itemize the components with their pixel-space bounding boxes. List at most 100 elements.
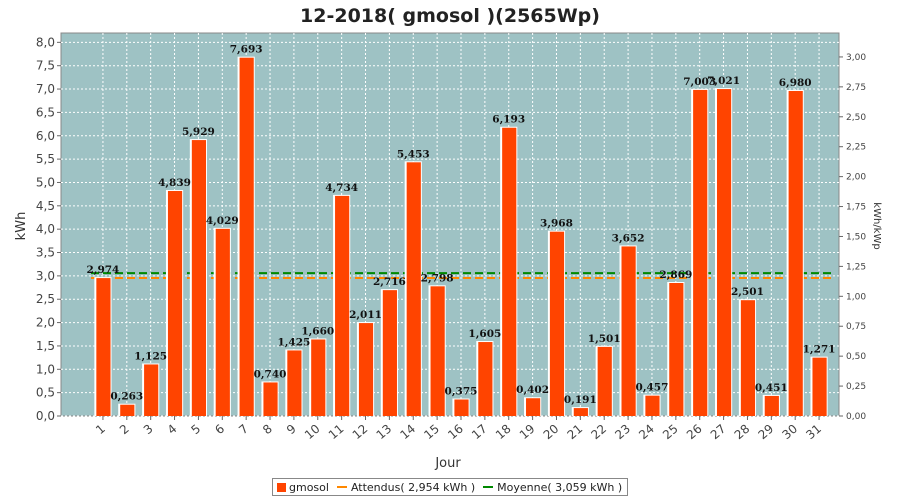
bar [311,339,326,416]
y-tick-label: 7,0 [36,82,55,96]
data-label: 1,271 [803,344,836,356]
data-label: 0,402 [516,384,549,396]
x-tick-label: 2 [117,422,132,438]
x-tick-label: 17 [469,422,490,443]
y-tick-label: 3,5 [36,246,55,260]
plot-area: 0,0 0,5 1,0 1,5 2,0 2,5 3,0 3,5 4,0 4,5 5,0 5,5 6,0 6… [36,32,866,443]
y-tick-label: 5,5 [36,152,55,166]
x-tick-label: 18 [493,422,514,443]
x-tick-label: 16 [445,422,466,443]
bar [621,246,636,416]
data-label: 6,193 [492,114,525,126]
right-y-tick-label: 1,50 [846,232,866,242]
right-y-tick-label: 0,75 [846,322,866,332]
data-label: 2,716 [373,276,406,288]
x-tick-label: 6 [212,422,227,438]
legend-swatch-gmosol [277,482,286,492]
bar [191,140,207,416]
y-tick-label: 4,0 [36,222,55,236]
x-tick-label: 10 [302,422,323,443]
x-tick-label: 27 [708,422,729,443]
data-label: 2,869 [659,269,692,281]
x-tick-label: 24 [636,422,657,443]
data-label: 1,660 [301,325,334,337]
x-tick-label: 20 [541,422,562,443]
bar [526,398,541,416]
x-tick-label: 4 [165,422,180,438]
right-y-tick-label: 2,00 [846,173,866,183]
right-y-tick-label: 2,75 [846,83,866,93]
bar [669,282,684,416]
x-tick-label: 5 [188,422,203,438]
x-tick-label: 1 [93,422,108,438]
legend-label-moyenne: Moyenne( 3,059 kWh ) [497,480,623,494]
y-tick-label: 6,5 [36,105,55,119]
x-tick-label: 26 [684,422,705,443]
bar [430,286,445,416]
bar [335,195,350,416]
bar [358,323,374,416]
right-y-axis-label: kWh/kWp [871,202,882,249]
data-label: 2,974 [86,264,119,276]
bar [716,89,732,416]
x-tick-label: 7 [236,422,251,438]
bar [812,357,827,416]
x-tick-label: 9 [284,422,299,438]
x-tick-label: 14 [397,422,418,443]
legend-label-attendus: Attendus( 2,954 kWh ) [350,480,476,494]
y-tick-label: 8,0 [36,35,55,49]
data-label: 0,375 [445,385,478,397]
x-tick-label: 28 [732,422,753,443]
bar [263,382,278,416]
x-tick-label: 3 [141,422,156,438]
legend-item-moyenne: Moyenne( 3,059 kWh ) [483,481,622,494]
data-label: 4,734 [325,182,358,194]
bar [382,290,397,416]
bar [167,190,183,416]
x-tick-label: 23 [612,422,633,443]
data-label: 0,451 [755,382,788,394]
x-tick-label: 29 [756,422,777,443]
bar [764,395,779,416]
legend-item-gmosol: gmosol [277,481,329,494]
x-tick-label: 11 [326,422,347,443]
right-y-tick-label: 2,25 [846,143,866,153]
legend-label-gmosol: gmosol [289,480,329,494]
bar [239,57,254,417]
x-tick-label: 30 [779,422,800,443]
right-y-tick-label: 1,25 [846,262,866,272]
data-label: 2,798 [421,272,454,284]
right-y-tick-label: 0,00 [846,412,866,422]
data-label: 1,125 [134,350,167,362]
bar [573,408,588,416]
x-tick-label: 15 [421,422,442,443]
bar [478,342,493,416]
data-label: 3,968 [540,218,573,230]
y-tick-label: 7,5 [36,59,55,73]
data-label: 4,029 [206,215,239,227]
y-tick-label: 1,5 [36,339,55,353]
data-label: 0,740 [254,368,287,380]
data-label: 0,457 [636,382,669,394]
x-tick-label: 21 [565,422,586,443]
bar [96,278,111,416]
bar [740,300,756,416]
y-tick-label: 2,0 [36,316,55,330]
y-tick-label: 3,0 [36,269,55,283]
data-label: 0,263 [110,391,143,403]
data-label: 0,191 [564,394,597,406]
data-label: 1,605 [468,328,501,340]
y-tick-label: 6,0 [36,129,55,143]
chart-title: 12-2018( gmosol )(2565Wp) [300,5,600,27]
y-axis-label: kWh [14,212,29,241]
data-label: 3,652 [612,232,645,244]
bar [693,89,708,416]
data-label: 7,693 [230,44,263,56]
y-tick-label: 0,5 [36,386,55,400]
bar [454,399,469,416]
right-y-tick-label: 2,50 [846,113,866,123]
bar [120,404,135,416]
right-y-tick-label: 0,25 [846,382,866,392]
bar [144,364,159,416]
data-label: 2,011 [349,309,382,321]
